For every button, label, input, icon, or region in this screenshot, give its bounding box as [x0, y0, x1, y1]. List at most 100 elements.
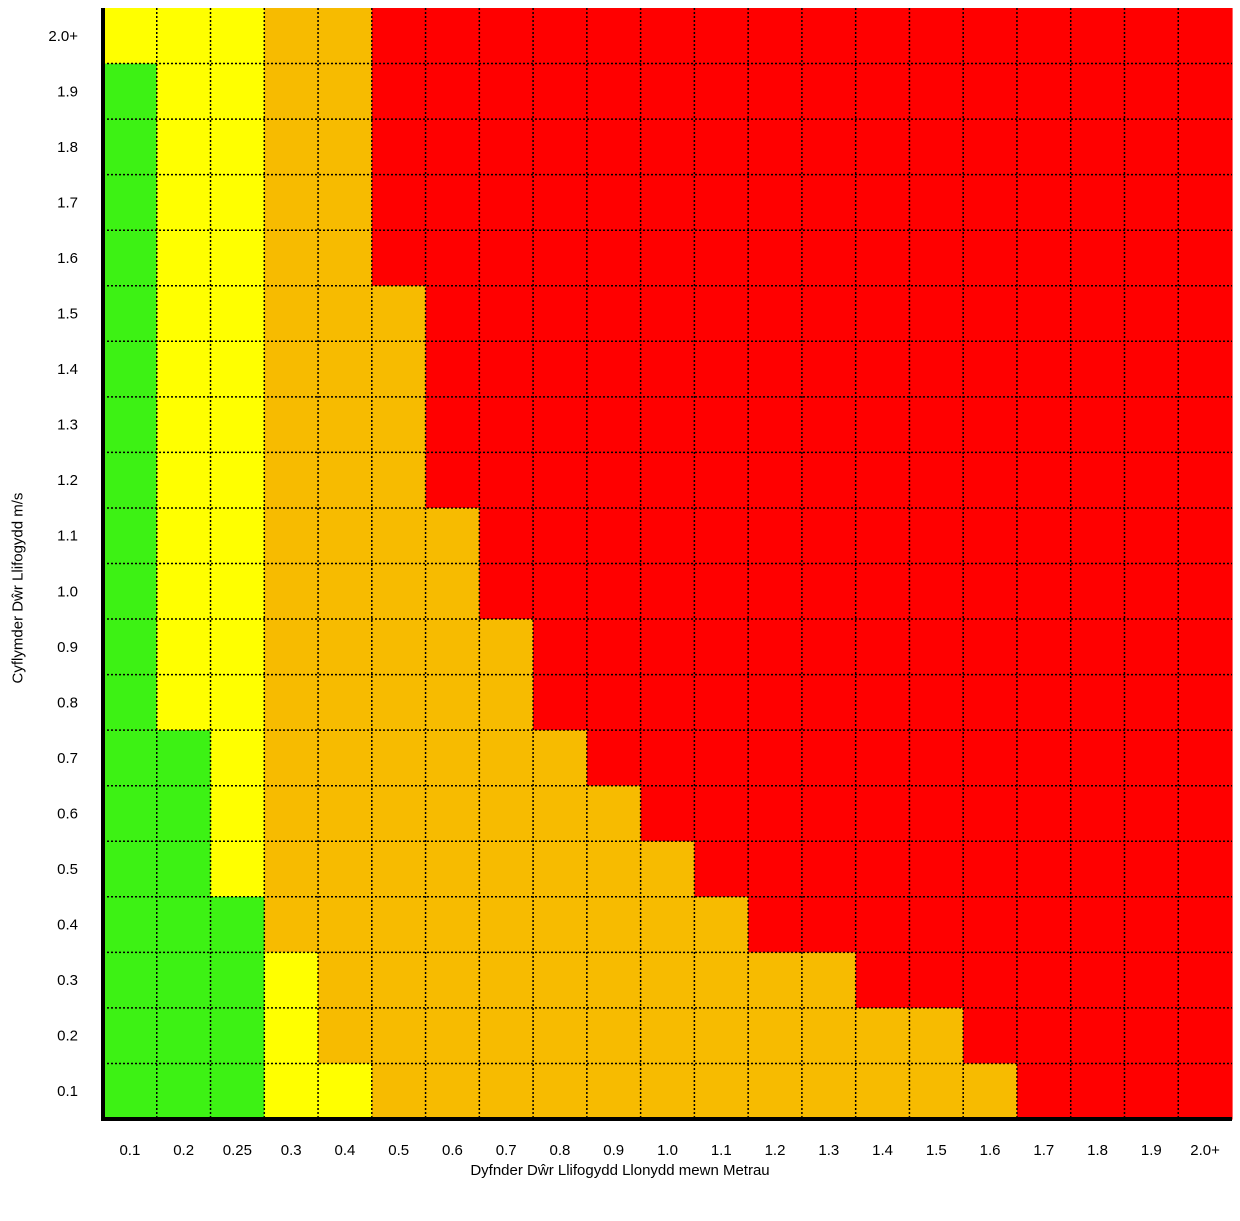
heatmap-cell-x1.3-y1.6: [801, 230, 857, 287]
heatmap-cell-x0.3-y0.1: [264, 1063, 319, 1120]
x-tick-label: 1.9: [1141, 1142, 1162, 1159]
heatmap-cell-x0.3-y1.2: [264, 452, 319, 509]
heatmap-cell-x0.5-y1.8: [371, 119, 427, 176]
heatmap-cell-x1.8-y1.5: [1070, 285, 1126, 342]
heatmap-cell-x0.6-y2.0+: [425, 8, 480, 65]
heatmap-cell-x1.6-y1.8: [963, 119, 1018, 176]
heatmap-cell-x0.3-y1.8: [264, 119, 319, 176]
x-tick-label: 1.1: [711, 1142, 732, 1159]
heatmap-cell-x1.8-y0.9: [1070, 619, 1126, 676]
heatmap-cell-x0.8-y1.4: [533, 341, 588, 398]
heatmap-cell-x1.5-y0.5: [909, 841, 964, 898]
heatmap-cell-x1.2-y0.7: [748, 730, 803, 787]
heatmap-cell-x0.7-y1.5: [479, 285, 534, 342]
y-tick-label: 1.9: [57, 83, 78, 100]
heatmap-cell-x0.25-y1.2: [210, 452, 265, 509]
heatmap-cell-x1.0-y0.7: [640, 730, 695, 787]
x-tick-label: 0.5: [388, 1142, 409, 1159]
heatmap-cell-x1.9-y0.3: [1124, 952, 1179, 1009]
heatmap-cell-x0.8-y1.2: [533, 452, 588, 509]
heatmap-cell-x1.0-y1.8: [640, 119, 695, 176]
heatmap-cell-x1.9-y1.1: [1124, 507, 1179, 565]
heatmap-cell-x1.4-y0.7: [855, 730, 911, 787]
heatmap-cell-x1.5-y1.3: [909, 396, 964, 453]
heatmap-cell-x1.3-y1.0: [801, 563, 857, 620]
heatmap-cell-x0.5-y1.2: [371, 452, 427, 509]
heatmap-cell-x0.1-y0.2: [103, 1007, 158, 1065]
heatmap-cell-x1.3-y1.5: [801, 285, 857, 342]
heatmap-cell-x1.4-y1.7: [855, 174, 911, 231]
heatmap-cell-x0.9-y1.4: [586, 341, 642, 398]
heatmap-cell-x0.5-y1.7: [371, 174, 427, 231]
heatmap-cell-x1.6-y0.9: [963, 619, 1018, 676]
heatmap-cell-x1.4-y1.4: [855, 341, 911, 398]
heatmap-cell-x1.6-y0.1: [963, 1063, 1018, 1120]
heatmap-cell-x1.9-y1.9: [1124, 63, 1179, 120]
heatmap-cell-x0.1-y0.9: [103, 619, 158, 676]
heatmap-cell-x1.1-y0.6: [694, 785, 749, 842]
heatmap-cell-x1.9-y1.4: [1124, 341, 1179, 398]
heatmap-cell-x0.2-y0.4: [156, 896, 212, 953]
x-tick-label: 1.3: [818, 1142, 839, 1159]
heatmap-cell-x1.8-y1.9: [1070, 63, 1126, 120]
heatmap-cell-x1.7-y0.7: [1016, 730, 1072, 787]
heatmap-cell-x0.6-y1.4: [425, 341, 480, 398]
heatmap-cell-x0.4-y0.3: [318, 952, 373, 1009]
heatmap-cell-x0.2-y0.8: [156, 674, 212, 731]
heatmap-cell-x0.2-y0.1: [156, 1063, 212, 1120]
heatmap-cell-x0.25-y1.8: [210, 119, 265, 176]
heatmap-cell-x0.2-y1.0: [156, 563, 212, 620]
x-tick-label: 0.25: [223, 1142, 252, 1159]
heatmap-cell-x0.7-y1.9: [479, 63, 534, 120]
x-tick-label: 0.7: [496, 1142, 517, 1159]
heatmap-cell-x1.5-y2.0+: [909, 8, 964, 65]
x-tick-label: 1.4: [872, 1142, 893, 1159]
heatmap-cell-x1.8-y0.5: [1070, 841, 1126, 898]
heatmap-cell-x0.1-y1.6: [103, 230, 158, 287]
heatmap-cell-x0.6-y0.4: [425, 896, 480, 953]
heatmap-cell-x2.0+-y1.2: [1178, 452, 1233, 509]
heatmap-cell-x0.3-y1.6: [264, 230, 319, 287]
heatmap-cell-x1.1-y1.3: [694, 396, 749, 453]
heatmap-cell-x0.7-y0.3: [479, 952, 534, 1009]
heatmap-cell-x0.7-y0.8: [479, 674, 534, 731]
heatmap-cell-x0.1-y1.8: [103, 119, 158, 176]
heatmap-cell-x1.3-y0.7: [801, 730, 857, 787]
heatmap-cell-x1.2-y1.0: [748, 563, 803, 620]
heatmap-cell-x1.8-y1.8: [1070, 119, 1126, 176]
heatmap-cell-x0.5-y1.0: [371, 563, 427, 620]
heatmap-cell-x1.1-y0.3: [694, 952, 749, 1009]
heatmap-cell-x1.1-y1.9: [694, 63, 749, 120]
heatmap-cell-x1.2-y1.8: [748, 119, 803, 176]
heatmap-cell-x0.1-y0.1: [103, 1063, 158, 1120]
heatmap-cell-x0.4-y0.7: [318, 730, 373, 787]
heatmap-cell-x1.1-y0.5: [694, 841, 749, 898]
heatmap-cell-x1.7-y1.9: [1016, 63, 1072, 120]
heatmap-cell-x1.6-y1.7: [963, 174, 1018, 231]
heatmap-cell-x1.3-y0.5: [801, 841, 857, 898]
heatmap-cell-x0.2-y0.6: [156, 785, 212, 842]
heatmap-cell-x1.9-y1.6: [1124, 230, 1179, 287]
heatmap-cell-x1.9-y0.5: [1124, 841, 1179, 898]
heatmap-cell-x0.2-y0.2: [156, 1007, 212, 1065]
heatmap-cell-x0.3-y0.4: [264, 896, 319, 953]
heatmap-cell-x0.2-y1.8: [156, 119, 212, 176]
heatmap-cell-x0.8-y1.7: [533, 174, 588, 231]
heatmap-cell-x1.4-y1.3: [855, 396, 911, 453]
heatmap-cell-x0.6-y1.3: [425, 396, 480, 453]
heatmap-cell-x1.4-y0.3: [855, 952, 911, 1009]
heatmap-cell-x1.6-y0.7: [963, 730, 1018, 787]
heatmap-cell-x0.3-y0.3: [264, 952, 319, 1009]
heatmap-cell-x1.4-y1.2: [855, 452, 911, 509]
heatmap-cell-x0.5-y0.4: [371, 896, 427, 953]
heatmap-cell-x1.4-y1.6: [855, 230, 911, 287]
heatmap-cell-x1.2-y1.6: [748, 230, 803, 287]
heatmap-cell-x0.7-y1.4: [479, 341, 534, 398]
heatmap-cell-x0.8-y1.1: [533, 507, 588, 565]
heatmap-cell-x1.3-y0.8: [801, 674, 857, 731]
heatmap-cell-x1.9-y2.0+: [1124, 8, 1179, 65]
heatmap-cell-x0.7-y1.6: [479, 230, 534, 287]
heatmap-cell-x1.8-y2.0+: [1070, 8, 1126, 65]
heatmap-cell-x1.5-y1.9: [909, 63, 964, 120]
heatmap-cell-x1.7-y2.0+: [1016, 8, 1072, 65]
